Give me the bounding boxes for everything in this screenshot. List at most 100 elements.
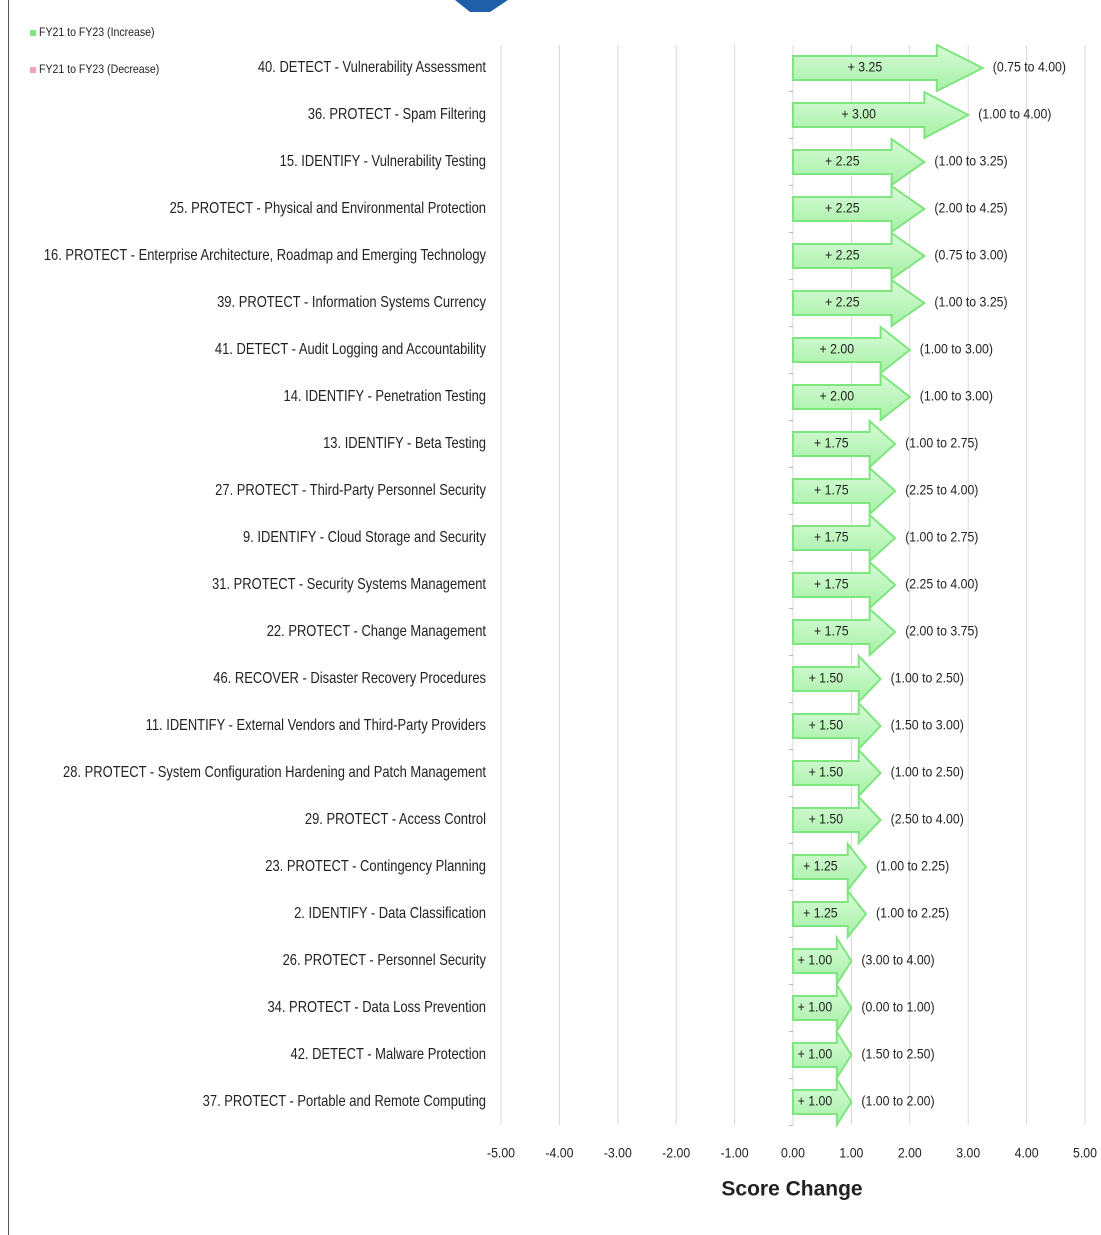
y-tick-label: 34. PROTECT - Data Loss Prevention: [267, 999, 486, 1017]
range-label: (2.25 to 4.00): [905, 482, 978, 498]
y-tick-label: 22. PROTECT - Change Management: [267, 623, 486, 641]
x-tick-label: 1.00: [839, 1145, 863, 1161]
data-label: + 2.00: [820, 388, 855, 404]
x-tick-label: -5.00: [487, 1145, 515, 1161]
arrow-bar: [792, 371, 912, 423]
data-label: + 1.75: [814, 482, 849, 498]
y-tick-label: 27. PROTECT - Third-Party Personnel Secu…: [215, 482, 486, 500]
x-tick-label: -1.00: [721, 1145, 749, 1161]
y-tick-label: 14. IDENTIFY - Penetration Testing: [284, 388, 486, 406]
arrow-bar: [792, 512, 897, 564]
range-label: (2.00 to 3.75): [905, 623, 978, 639]
arrow-bar: [792, 841, 868, 893]
arrow-bar: [792, 90, 971, 140]
data-label: + 1.50: [809, 764, 844, 780]
arrow-bar: [792, 184, 927, 234]
legend-label: FY21 to FY23 (Increase): [39, 27, 155, 40]
arrow-bar: [792, 559, 897, 611]
y-tick-label: 2. IDENTIFY - Data Classification: [294, 905, 486, 923]
y-tick-label: 11. IDENTIFY - External Vendors and Thir…: [146, 717, 486, 735]
cropped-title-shape: [455, 0, 508, 12]
arrow-bar: [792, 324, 912, 376]
y-tick-label: 28. PROTECT - System Configuration Harde…: [63, 764, 486, 782]
x-tick-label: 0.00: [781, 1145, 805, 1161]
arrow-bar: [792, 465, 897, 517]
arrow-bar: [792, 418, 897, 470]
range-label: (0.75 to 3.00): [934, 247, 1007, 263]
arrow-bar: [792, 653, 882, 705]
legend-label: FY21 to FY23 (Decrease): [39, 64, 159, 77]
x-tick-label: -2.00: [662, 1145, 690, 1161]
data-label: + 1.50: [809, 811, 844, 827]
range-label: (1.00 to 2.50): [891, 764, 964, 780]
data-label: + 1.25: [803, 858, 838, 874]
range-label: (2.50 to 4.00): [891, 811, 964, 827]
data-label: + 1.00: [798, 1093, 833, 1109]
range-label: (1.00 to 2.25): [876, 858, 949, 874]
y-tick-label: 41. DETECT - Audit Logging and Accountab…: [215, 341, 487, 359]
data-label: + 1.50: [809, 670, 844, 686]
arrow-bar: [792, 794, 882, 846]
x-tick-label: 3.00: [956, 1145, 980, 1161]
y-tick-label: 25. PROTECT - Physical and Environmental…: [170, 200, 486, 218]
range-label: (1.00 to 3.00): [920, 341, 993, 357]
data-label: + 2.25: [825, 247, 860, 263]
arrow-bar: [792, 231, 927, 281]
y-tick-label: 29. PROTECT - Access Control: [305, 811, 486, 829]
legend-swatch: [30, 30, 36, 36]
range-label: (1.00 to 2.75): [905, 529, 978, 545]
arrow-bar: [792, 888, 868, 940]
y-tick-label: 15. IDENTIFY - Vulnerability Testing: [280, 153, 486, 171]
range-label: (1.00 to 4.00): [978, 106, 1051, 122]
range-label: (2.25 to 4.00): [905, 576, 978, 592]
arrow-bar: [792, 278, 927, 328]
range-label: (1.00 to 2.50): [891, 670, 964, 686]
data-label: + 1.00: [798, 999, 833, 1015]
arrow-bar: [792, 137, 927, 187]
data-label: + 1.00: [798, 952, 833, 968]
legend-swatch: [30, 67, 36, 73]
x-tick-label: 4.00: [1015, 1145, 1039, 1161]
range-label: (1.00 to 2.75): [905, 435, 978, 451]
y-tick-label: 23. PROTECT - Contingency Planning: [265, 858, 486, 876]
arrow-bar: [792, 43, 986, 93]
y-tick-label: 46. RECOVER - Disaster Recovery Procedur…: [213, 670, 486, 688]
data-label: + 2.25: [825, 294, 860, 310]
data-label: + 2.25: [825, 153, 860, 169]
arrow-bar: [792, 700, 882, 752]
y-tick-label: 42. DETECT - Malware Protection: [291, 1046, 486, 1064]
arrow-bar: [792, 747, 882, 799]
x-tick-label: 5.00: [1073, 1145, 1097, 1161]
range-label: (1.00 to 3.25): [934, 153, 1007, 169]
data-label: + 1.75: [814, 576, 849, 592]
data-label: + 3.00: [841, 106, 876, 122]
range-label: (0.75 to 4.00): [993, 59, 1066, 75]
range-label: (1.50 to 2.50): [861, 1046, 934, 1062]
data-label: + 3.25: [848, 59, 883, 75]
range-label: (1.00 to 3.25): [934, 294, 1007, 310]
data-label: + 1.75: [814, 435, 849, 451]
range-label: (3.00 to 4.00): [861, 952, 934, 968]
range-label: (2.00 to 4.25): [934, 200, 1007, 216]
y-tick-label: 40. DETECT - Vulnerability Assessment: [258, 59, 486, 77]
y-tick-label: 26. PROTECT - Personnel Security: [283, 952, 487, 970]
range-label: (1.00 to 2.25): [876, 905, 949, 921]
data-label: + 1.75: [814, 529, 849, 545]
arrow-bar: [792, 1028, 853, 1082]
y-tick-label: 9. IDENTIFY - Cloud Storage and Security: [243, 529, 487, 547]
data-label: + 1.75: [814, 623, 849, 639]
y-tick-label: 37. PROTECT - Portable and Remote Comput…: [203, 1093, 486, 1111]
range-label: (1.50 to 3.00): [891, 717, 964, 733]
arrow-bar: [792, 1075, 853, 1129]
x-tick-label: -4.00: [545, 1145, 573, 1161]
data-label: + 2.00: [820, 341, 855, 357]
y-tick-label: 13. IDENTIFY - Beta Testing: [323, 435, 486, 453]
range-label: (0.00 to 1.00): [861, 999, 934, 1015]
x-axis-title: Score Change: [721, 1178, 862, 1201]
arrow-bar: [792, 606, 897, 658]
data-label: + 1.00: [798, 1046, 833, 1062]
y-tick-label: 16. PROTECT - Enterprise Architecture, R…: [44, 247, 487, 265]
data-label: + 1.50: [809, 717, 844, 733]
x-tick-label: 2.00: [898, 1145, 922, 1161]
